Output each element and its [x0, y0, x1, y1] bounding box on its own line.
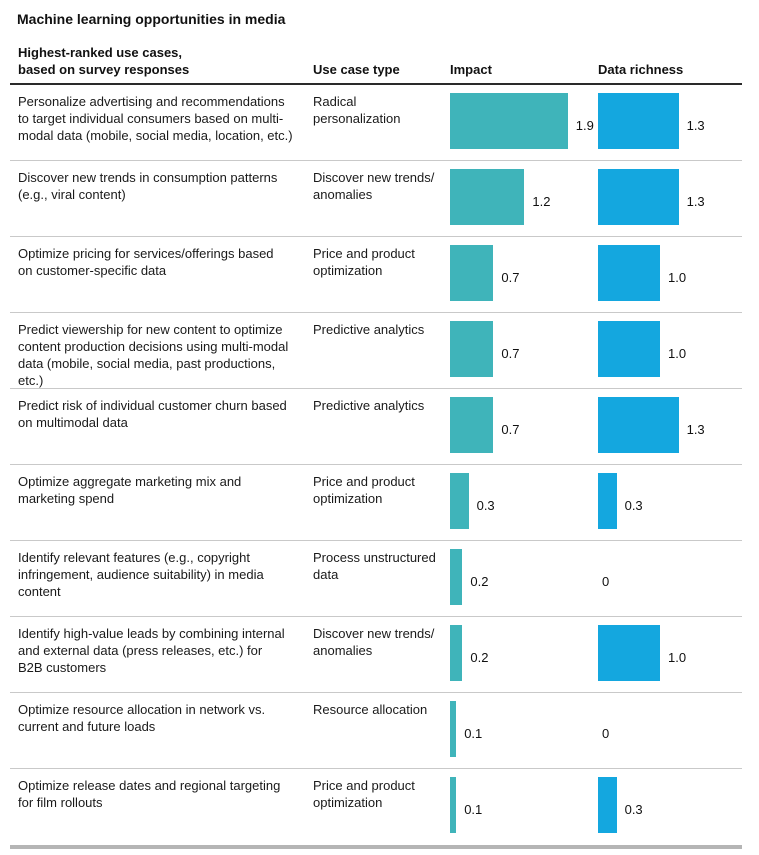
impact-bar-cell: 0.2	[450, 625, 598, 692]
impact-bar	[450, 473, 469, 529]
data-richness-bar-cell: 0.3	[598, 473, 742, 540]
impact-value-label: 0.7	[501, 269, 520, 285]
use-case-description: Optimize aggregate marketing mix and mar…	[18, 474, 242, 506]
data-richness-bar-cell: 0	[598, 701, 742, 768]
impact-bar-cell: 1.2	[450, 169, 598, 236]
data-richness-bar	[598, 777, 617, 833]
data-richness-bar	[598, 625, 660, 681]
data-richness-value-label: 1.3	[686, 193, 705, 209]
data-richness-bar-cell: 1.3	[598, 93, 742, 160]
table-row: Optimize aggregate marketing mix and mar…	[10, 465, 742, 541]
use-case-type: Process unstructured data	[313, 550, 436, 582]
column-header-impact: Impact	[450, 62, 492, 77]
use-case-type: Discover new trends/ anomalies	[313, 170, 435, 202]
impact-value-label: 1.2	[532, 193, 551, 209]
impact-bar-cell: 1.9	[450, 93, 598, 160]
table-body: Personalize advertising and recommendati…	[10, 85, 742, 845]
impact-bar-cell: 0.1	[450, 777, 598, 845]
use-case-description: Personalize advertising and recommendati…	[18, 94, 293, 143]
data-richness-bar-cell: 1.3	[598, 397, 742, 464]
data-richness-bar-cell: 1.3	[598, 169, 742, 236]
impact-bar	[450, 245, 494, 301]
use-case-type: Discover new trends/ anomalies	[313, 626, 435, 658]
impact-value-label: 1.9	[575, 117, 594, 133]
table-row: Optimize pricing for services/offerings …	[10, 237, 742, 313]
table-header-row: Highest-ranked use cases, based on surve…	[10, 44, 742, 85]
impact-value-label: 0.2	[470, 649, 489, 665]
table-row: Identify high-value leads by combining i…	[10, 617, 742, 693]
data-richness-value-label: 0.3	[624, 497, 643, 513]
table-row: Predict risk of individual customer chur…	[10, 389, 742, 465]
data-richness-value-label: 1.3	[686, 421, 705, 437]
impact-bar	[450, 549, 463, 605]
use-case-description: Identify relevant features (e.g., copyri…	[18, 550, 264, 599]
page-title: Machine learning opportunities in media	[17, 11, 286, 27]
data-richness-bar	[598, 245, 660, 301]
use-case-type: Predictive analytics	[313, 398, 425, 413]
use-case-type: Price and product optimization	[313, 474, 415, 506]
use-case-type: Price and product optimization	[313, 778, 415, 810]
table-row: Optimize resource allocation in network …	[10, 693, 742, 769]
data-richness-bar-cell: 0.3	[598, 777, 742, 845]
bottom-divider	[10, 845, 742, 849]
impact-value-label: 0.2	[470, 573, 489, 589]
impact-bar	[450, 169, 525, 225]
use-case-description: Optimize pricing for services/offerings …	[18, 246, 274, 278]
data-richness-bar-cell: 1.0	[598, 625, 742, 692]
data-richness-bar-cell: 0	[598, 549, 742, 616]
impact-bar	[450, 93, 568, 149]
table-row: Personalize advertising and recommendati…	[10, 85, 742, 161]
data-richness-value-label: 1.0	[668, 649, 687, 665]
use-case-type: Predictive analytics	[313, 322, 425, 337]
column-header-use-case-type: Use case type	[313, 62, 400, 77]
impact-value-label: 0.1	[464, 725, 483, 741]
use-case-type: Radical personalization	[313, 94, 401, 126]
data-richness-value-label: 1.3	[686, 117, 705, 133]
data-richness-value-label: 0	[602, 573, 610, 589]
data-richness-value-label: 1.0	[668, 269, 687, 285]
impact-bar-cell: 0.2	[450, 549, 598, 616]
table-row: Identify relevant features (e.g., copyri…	[10, 541, 742, 617]
table-row: Predict viewership for new content to op…	[10, 313, 742, 389]
impact-bar	[450, 321, 494, 377]
impact-bar-cell: 0.7	[450, 245, 598, 312]
data-richness-bar-cell: 1.0	[598, 321, 742, 389]
data-richness-bar	[598, 93, 679, 149]
use-case-type: Resource allocation	[313, 702, 428, 717]
impact-bar	[450, 701, 457, 757]
impact-bar-cell: 0.7	[450, 321, 598, 389]
impact-bar	[450, 777, 457, 833]
impact-value-label: 0.1	[464, 801, 483, 817]
impact-value-label: 0.3	[476, 497, 495, 513]
impact-bar-cell: 0.7	[450, 397, 598, 464]
use-case-description: Optimize resource allocation in network …	[18, 702, 266, 734]
column-header-data-richness: Data richness	[598, 62, 684, 77]
data-richness-value-label: 0	[602, 725, 610, 741]
table-row: Optimize release dates and regional targ…	[10, 769, 742, 845]
data-richness-value-label: 0.3	[624, 801, 643, 817]
data-richness-bar-cell: 1.0	[598, 245, 742, 312]
use-case-table: Highest-ranked use cases, based on surve…	[10, 44, 742, 849]
impact-bar	[450, 397, 494, 453]
impact-value-label: 0.7	[501, 421, 520, 437]
data-richness-bar	[598, 473, 617, 529]
data-richness-bar	[598, 169, 679, 225]
impact-bar	[450, 625, 463, 681]
use-case-description: Optimize release dates and regional targ…	[18, 778, 281, 810]
use-case-description: Identify high-value leads by combining i…	[18, 626, 285, 675]
data-richness-bar	[598, 397, 679, 453]
data-richness-bar	[598, 321, 660, 377]
data-richness-value-label: 1.0	[668, 345, 687, 361]
use-case-type: Price and product optimization	[313, 246, 415, 278]
table-row: Discover new trends in consumption patte…	[10, 161, 742, 237]
impact-bar-cell: 0.3	[450, 473, 598, 540]
impact-bar-cell: 0.1	[450, 701, 598, 768]
impact-value-label: 0.7	[501, 345, 520, 361]
column-header-use-cases: Highest-ranked use cases, based on surve…	[18, 45, 190, 77]
use-case-description: Predict viewership for new content to op…	[18, 322, 289, 388]
use-case-description: Predict risk of individual customer chur…	[18, 398, 287, 430]
use-case-description: Discover new trends in consumption patte…	[18, 170, 278, 202]
